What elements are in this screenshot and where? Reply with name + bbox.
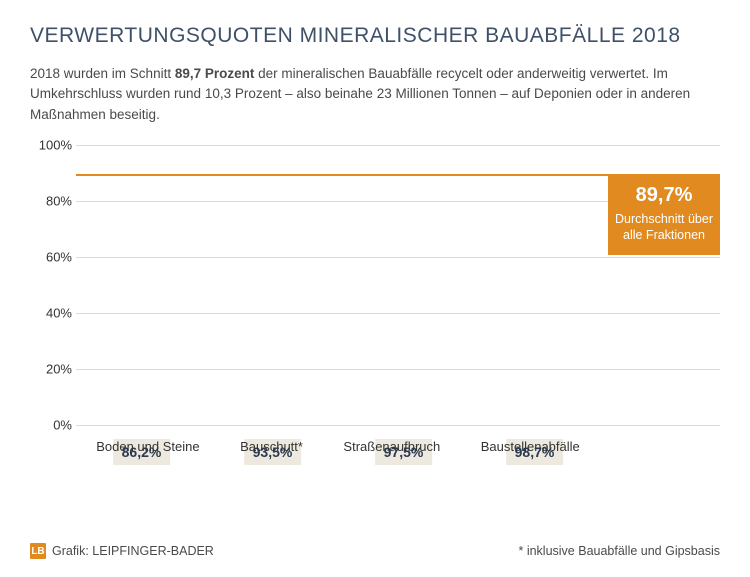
x-axis-labels: Boden und Steine Bauschutt* Straßenaufbruc… [76,429,600,465]
y-tick-label: 80% [46,193,72,208]
average-value: 89,7% [614,184,714,207]
credit: LB Grafik: LEIPFINGER-BADER [30,543,214,559]
credit-text: Grafik: LEIPFINGER-BADER [52,544,214,558]
y-tick-label: 100% [39,137,72,152]
chart-area: 0%20%40%60%80%100% 86,2%93,5%97,5%98,7% … [30,145,720,465]
average-caption: Durchschnitt über alle Fraktionen [614,211,714,244]
grid-line [76,425,720,426]
average-callout: 89,7% Durchschnitt über alle Fraktionen [608,174,720,256]
x-axis-label: Straßenaufbruch [343,429,440,465]
subtitle-bold: 89,7 Prozent [175,66,255,81]
x-axis-label: Boden und Steine [96,429,199,465]
chart-container: VERWERTUNGSQUOTEN MINERALISCHER BAUABFÄL… [0,0,750,577]
x-axis-label: Bauschutt* [240,429,303,465]
chart-wrap: 0%20%40%60%80%100% 86,2%93,5%97,5%98,7% … [30,145,720,517]
chart-title: VERWERTUNGSQUOTEN MINERALISCHER BAUABFÄL… [30,24,720,48]
grid-line [76,145,720,146]
grid-line [76,313,720,314]
chart-subtitle: 2018 wurden im Schnitt 89,7 Prozent der … [30,64,720,125]
logo-icon: LB [30,543,46,559]
footnote: * inklusive Bauabfälle und Gipsbasis [518,544,720,558]
x-axis-label: Baustellenabfälle [481,429,580,465]
plot-area: 86,2%93,5%97,5%98,7% 89,7% Durchschnitt ü… [76,145,720,425]
chart-footer: LB Grafik: LEIPFINGER-BADER * inklusive … [30,543,720,559]
grid-line [76,369,720,370]
subtitle-pre: 2018 wurden im Schnitt [30,66,175,81]
y-tick-label: 60% [46,249,72,264]
y-tick-label: 20% [46,361,72,376]
y-tick-label: 0% [53,417,72,432]
y-axis: 0%20%40%60%80%100% [30,145,76,425]
y-tick-label: 40% [46,305,72,320]
bars-group: 86,2%93,5%97,5%98,7% [76,145,600,425]
grid-line [76,257,720,258]
